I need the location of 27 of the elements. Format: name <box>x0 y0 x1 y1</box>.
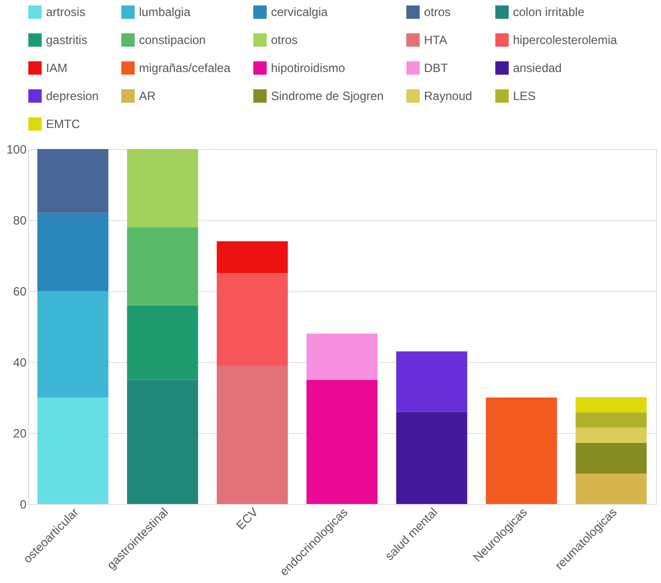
y-tick-label: 100 <box>6 142 27 156</box>
legend-label: hipotiroidismo <box>271 61 346 75</box>
legend-label: hipercolesterolemia <box>513 33 618 47</box>
y-tick-label: 20 <box>13 426 27 440</box>
legend-label: depresion <box>46 89 99 103</box>
legend-label: gastritis <box>46 33 88 47</box>
legend-label: artrosis <box>46 5 86 20</box>
legend-label: migrañas/cefalea <box>139 61 231 75</box>
legend-label: cervicalgia <box>271 5 328 20</box>
legend-label: otros <box>424 5 451 20</box>
legend-label: Sindrome de Sjogren <box>271 89 384 103</box>
legend-label: ansiedad <box>513 61 562 75</box>
legend-label: HTA <box>424 33 448 47</box>
legend-label: colon irritable <box>513 5 585 20</box>
y-tick-label: 60 <box>13 284 27 298</box>
legend-label: IAM <box>46 61 68 75</box>
legend-label: constipacion <box>139 33 206 47</box>
legend-label: Raynoud <box>424 89 472 103</box>
legend-label: AR <box>139 89 156 103</box>
legend-label: lumbalgia <box>139 5 191 20</box>
legend-label: DBT <box>424 61 449 75</box>
y-tick-label: 80 <box>13 214 27 228</box>
legend-label: LES <box>513 89 536 103</box>
y-tick-label: 40 <box>13 356 27 370</box>
y-tick-label: 0 <box>20 498 27 512</box>
legend-label: EMTC <box>46 117 80 131</box>
legend-label: otros <box>271 33 298 47</box>
